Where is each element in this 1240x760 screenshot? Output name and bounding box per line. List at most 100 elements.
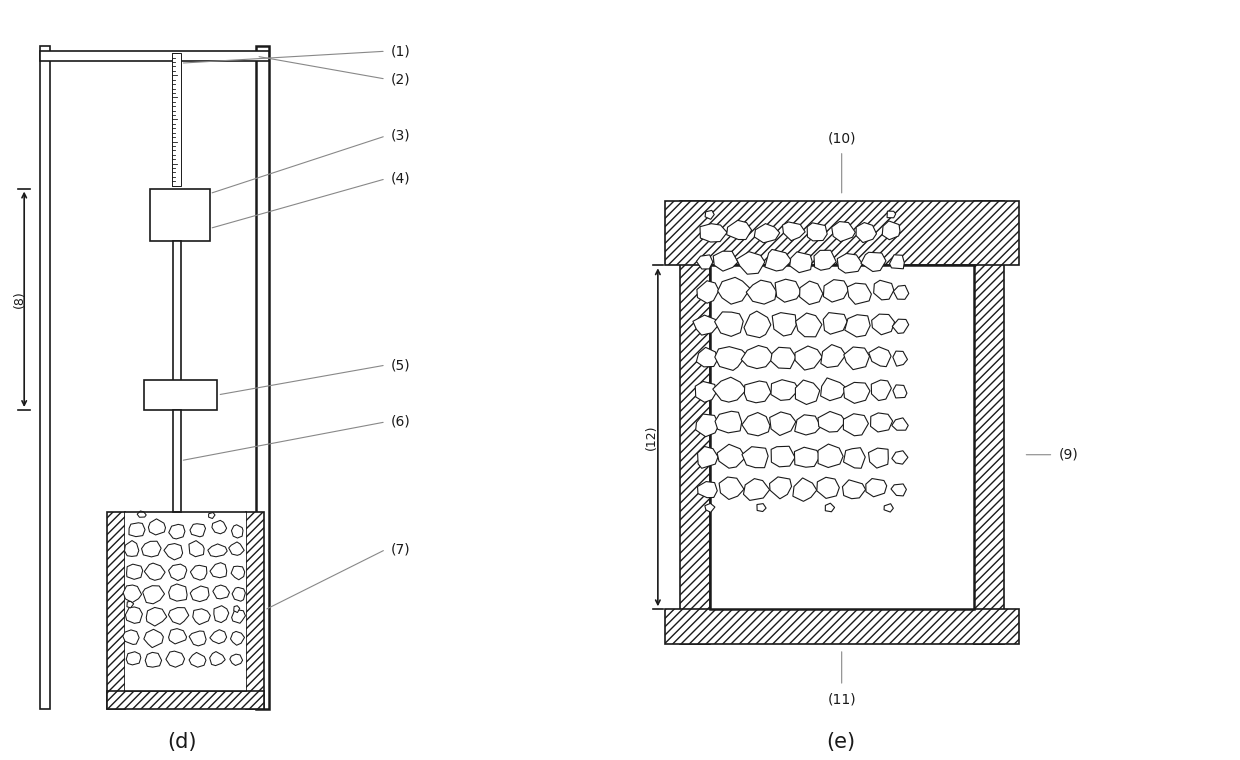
Polygon shape [713, 251, 738, 271]
Bar [257, 46, 269, 709]
Polygon shape [697, 280, 719, 303]
Polygon shape [697, 347, 718, 367]
Text: (1): (1) [391, 44, 410, 59]
Polygon shape [742, 413, 770, 435]
Bar [665, 201, 1018, 265]
Polygon shape [231, 632, 244, 645]
Polygon shape [882, 221, 900, 239]
Text: (7): (7) [391, 543, 410, 556]
Polygon shape [807, 223, 827, 241]
Polygon shape [169, 607, 188, 625]
Polygon shape [698, 482, 717, 498]
Polygon shape [210, 630, 227, 644]
Polygon shape [232, 610, 246, 623]
Polygon shape [210, 651, 226, 666]
Polygon shape [145, 652, 161, 667]
Polygon shape [146, 607, 166, 626]
Polygon shape [124, 540, 139, 556]
Polygon shape [874, 280, 894, 300]
Polygon shape [229, 654, 243, 666]
Bar [172, 240, 181, 382]
Polygon shape [868, 448, 888, 468]
Polygon shape [208, 512, 215, 518]
Polygon shape [233, 606, 239, 613]
Polygon shape [141, 541, 161, 557]
Polygon shape [821, 344, 846, 368]
Polygon shape [744, 311, 771, 337]
Polygon shape [188, 652, 206, 667]
Polygon shape [717, 445, 745, 468]
Text: (8): (8) [12, 290, 26, 308]
Polygon shape [232, 587, 246, 601]
Bar [665, 610, 1018, 644]
Polygon shape [719, 477, 744, 499]
Bar [171, 53, 181, 185]
Polygon shape [771, 380, 799, 401]
Polygon shape [843, 413, 868, 435]
Polygon shape [872, 314, 894, 334]
Polygon shape [191, 565, 207, 580]
Polygon shape [866, 479, 887, 497]
Polygon shape [715, 411, 742, 433]
Polygon shape [869, 347, 892, 366]
Polygon shape [872, 380, 892, 401]
Polygon shape [856, 223, 877, 242]
Polygon shape [169, 524, 185, 539]
Polygon shape [795, 415, 821, 435]
Polygon shape [742, 346, 774, 369]
Polygon shape [190, 524, 206, 537]
Text: (9): (9) [1059, 448, 1078, 462]
Bar [144, 380, 217, 410]
Polygon shape [770, 477, 791, 499]
Text: (10): (10) [827, 132, 856, 146]
Polygon shape [844, 315, 870, 337]
Polygon shape [701, 223, 727, 242]
Polygon shape [718, 277, 750, 304]
Polygon shape [893, 385, 906, 398]
Polygon shape [126, 601, 134, 608]
Polygon shape [770, 412, 796, 435]
Polygon shape [837, 254, 862, 273]
Polygon shape [190, 586, 210, 602]
Polygon shape [818, 444, 843, 467]
Polygon shape [696, 382, 717, 402]
Text: (6): (6) [391, 415, 410, 429]
Polygon shape [213, 606, 228, 622]
Polygon shape [166, 651, 185, 667]
Polygon shape [737, 252, 765, 274]
Polygon shape [228, 542, 244, 556]
Text: (11): (11) [827, 693, 856, 707]
Polygon shape [169, 629, 186, 644]
Polygon shape [190, 631, 206, 646]
Polygon shape [893, 319, 909, 334]
Polygon shape [129, 523, 145, 537]
Polygon shape [143, 586, 165, 603]
Text: (12): (12) [645, 425, 657, 450]
Polygon shape [792, 478, 817, 502]
Polygon shape [212, 521, 227, 534]
Polygon shape [756, 504, 766, 511]
Polygon shape [696, 414, 719, 437]
Polygon shape [817, 477, 839, 499]
Polygon shape [192, 609, 211, 625]
Bar [40, 46, 50, 709]
Polygon shape [697, 255, 713, 269]
Polygon shape [870, 413, 893, 432]
Polygon shape [208, 544, 227, 557]
Polygon shape [893, 351, 908, 366]
Polygon shape [123, 585, 141, 603]
Polygon shape [795, 380, 820, 404]
Text: (3): (3) [391, 129, 410, 143]
Polygon shape [727, 220, 751, 239]
Text: (4): (4) [391, 172, 410, 185]
Polygon shape [889, 255, 904, 269]
Polygon shape [861, 252, 885, 271]
Polygon shape [892, 484, 906, 496]
Polygon shape [742, 447, 768, 467]
Polygon shape [213, 585, 229, 599]
Polygon shape [892, 451, 908, 464]
Polygon shape [169, 564, 187, 581]
Text: (d): (d) [167, 732, 196, 752]
Polygon shape [693, 315, 718, 335]
Polygon shape [826, 503, 835, 511]
